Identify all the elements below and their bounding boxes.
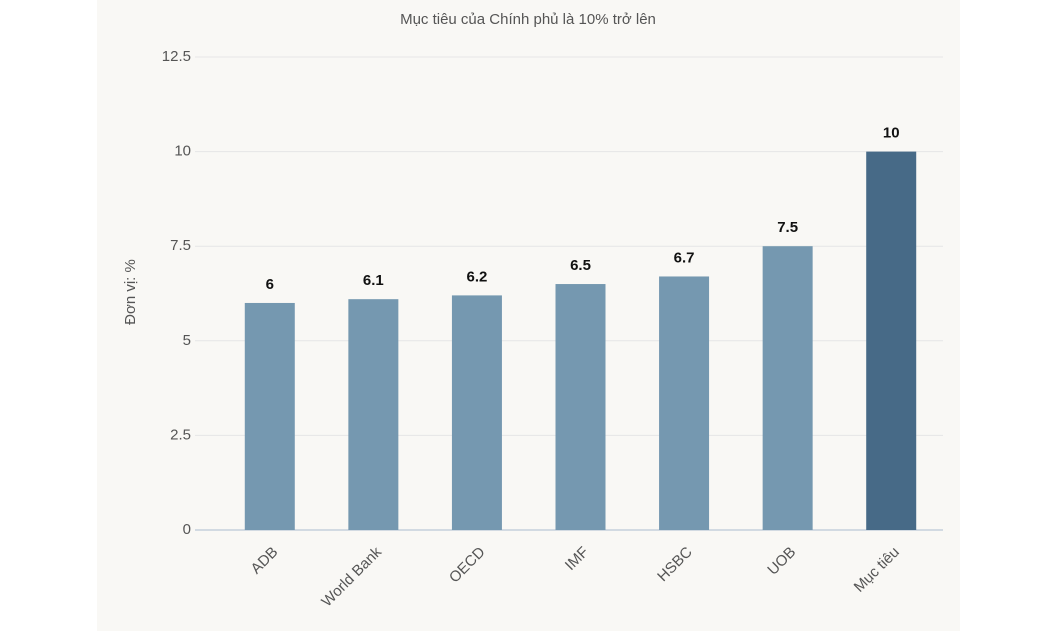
y-axis-label: Đơn vị: % [122, 259, 139, 325]
bar [451, 295, 502, 530]
bar [244, 302, 295, 530]
bar [659, 276, 710, 530]
bar [348, 299, 399, 530]
chart-subtitle: Mục tiêu của Chính phủ là 10% trở lên [400, 11, 656, 28]
value-label: 6 [266, 276, 274, 293]
y-tick-label: 5 [183, 332, 191, 349]
y-tick-label: 7.5 [170, 237, 191, 254]
bar [762, 246, 813, 530]
bar [555, 284, 606, 530]
value-label: 6.1 [363, 272, 384, 289]
y-tick-label: 0 [183, 521, 191, 538]
value-label: 6.5 [570, 257, 591, 274]
chart-background [97, 0, 960, 631]
value-label: 10 [883, 125, 900, 142]
y-tick-label: 12.5 [162, 48, 191, 65]
value-label: 7.5 [777, 219, 798, 236]
y-tick-label: 2.5 [170, 426, 191, 443]
value-label: 6.2 [466, 268, 487, 285]
bar [866, 151, 917, 530]
value-label: 6.7 [674, 249, 695, 266]
y-tick-label: 10 [174, 143, 191, 160]
